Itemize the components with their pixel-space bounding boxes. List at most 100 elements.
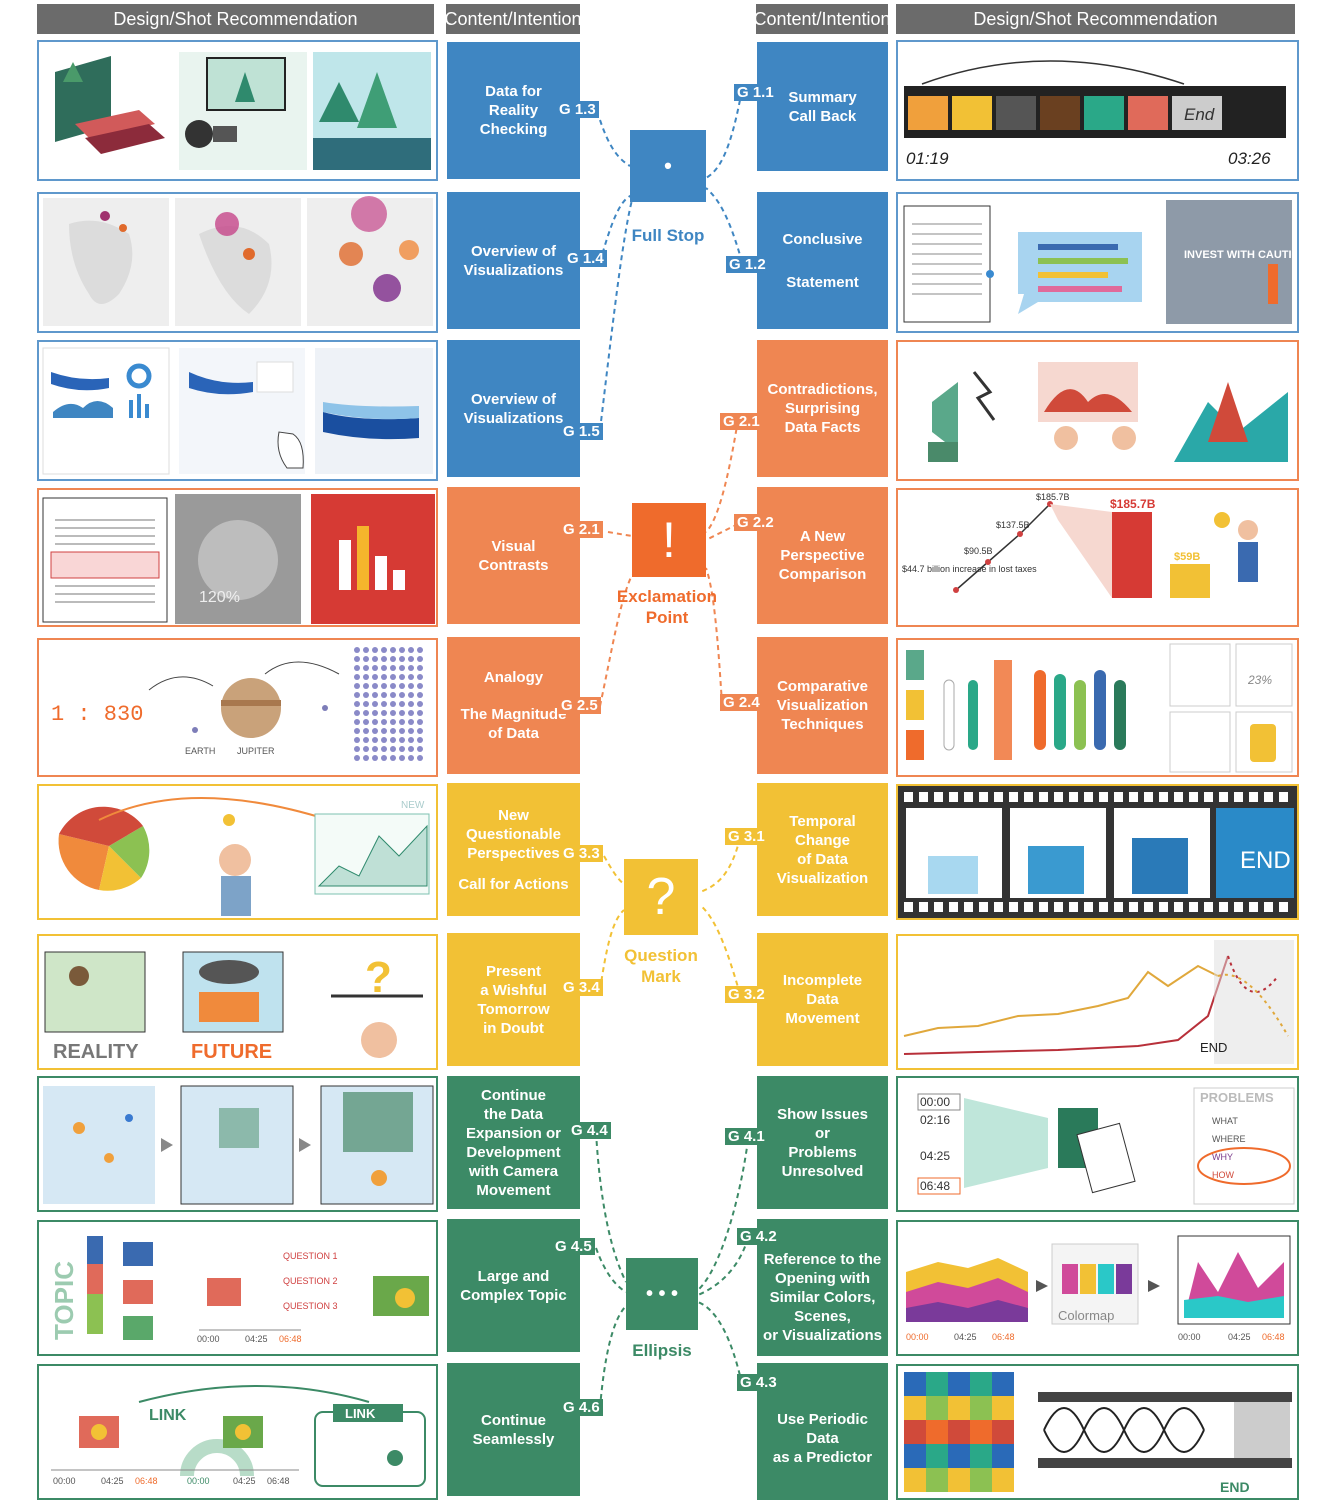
film-sprocket: [1234, 902, 1243, 912]
film-sprocket: [904, 792, 913, 802]
grid-dot: [408, 674, 414, 680]
grid-dot: [354, 737, 360, 743]
thumb-map-overview: [37, 192, 438, 333]
content-left-continue-expansion: Continue the Data Expansion or Developme…: [447, 1076, 580, 1209]
comparison-illustration: $44.7 billion increase in lost taxes $90…: [902, 492, 1258, 598]
text-line: Movement: [785, 1010, 860, 1027]
bar-value-2: $90.5B: [964, 546, 993, 556]
problems-illustration: 00:00 02:16 04:25 06:48 PROBLEMS WHAT WH…: [917, 1087, 1295, 1205]
problems-how: HOW: [1212, 1170, 1235, 1180]
thumb-new-perspective-comparison: $44.7 billion increase in lost taxes $90…: [896, 488, 1299, 627]
film-end-time: 03:26: [1228, 149, 1271, 168]
content-right-new-perspective: A New Perspective Comparison: [757, 487, 888, 624]
tag-g33: G 3.3: [560, 845, 603, 862]
grid-dot: [372, 728, 378, 734]
grid-dot: [381, 755, 387, 761]
film-sprocket: [1084, 902, 1093, 912]
thumb-topic-questions: TOPIC QUESTION 1 QUESTION 2 QUESTION 3 0…: [37, 1220, 438, 1356]
film-start-time: 01:19: [906, 149, 949, 168]
heatmap-cell: [992, 1444, 1014, 1468]
text-line: Data: [806, 1430, 839, 1447]
colormap-time-f: 06:48: [1262, 1332, 1285, 1342]
text-line: The Magnitude: [460, 706, 567, 723]
colormap-time-a: 00:00: [906, 1332, 929, 1342]
film-sprocket: [1114, 902, 1123, 912]
text-line: Call for Actions: [458, 875, 569, 893]
label-full-stop: Full Stop: [631, 226, 705, 245]
tag-g41: G 4.1: [725, 1128, 768, 1145]
grid-dot: [372, 755, 378, 761]
tag-g13: G 1.3: [556, 101, 599, 118]
grid-dot: [399, 683, 405, 689]
connector-g25: [599, 574, 633, 707]
link-time-e: 04:25: [233, 1476, 256, 1486]
incomplete-end-label: END: [1200, 1040, 1227, 1055]
heatmap-cell: [970, 1420, 992, 1444]
thumb-link-seamless: LINK LINK 00:00 04:25 06:48 00:00 04:25 …: [37, 1364, 438, 1500]
heatmap-cell: [948, 1444, 970, 1468]
heatmap-cell: [904, 1444, 926, 1468]
grid-dot: [399, 719, 405, 725]
film-sprocket: [1039, 792, 1048, 802]
tag-g44: G 4.4: [568, 1122, 611, 1139]
text-line: Continue: [481, 1411, 546, 1429]
landscape-illustration: [47, 52, 431, 170]
film-sprocket: [934, 902, 943, 912]
film-sprocket: [1144, 902, 1153, 912]
text-line: Seamlessly: [472, 1430, 555, 1448]
temporal-end-label: END: [1240, 847, 1291, 874]
tag-g21-left: G 2.1: [560, 521, 603, 538]
grid-dot: [390, 746, 396, 752]
colormap-time-c: 06:48: [992, 1332, 1015, 1342]
text-line: Perspectives: [467, 844, 560, 862]
text-line: Complex Topic: [460, 1286, 567, 1304]
film-sprocket: [1024, 792, 1033, 802]
text-line: Large and: [477, 1267, 550, 1285]
hub-exclamation: !: [632, 503, 706, 577]
bar-value-3: $137.5B: [996, 520, 1030, 530]
filmstrip-illustration: End 01:19 03:26: [904, 60, 1286, 168]
question-label-text: Question Mark: [624, 946, 698, 986]
connector-g41: [697, 1139, 749, 1291]
tag-g42: G 4.2: [737, 1228, 780, 1245]
grid-dot: [354, 719, 360, 725]
colormap-label: Colormap: [1058, 1308, 1114, 1323]
film-sprocket: [1279, 792, 1288, 802]
grid-dot: [399, 665, 405, 671]
film-sprocket: [1069, 792, 1078, 802]
grid-dot: [372, 656, 378, 662]
text-line: the Data: [483, 1105, 544, 1123]
text-line: Comparison: [778, 566, 867, 583]
text-line: Change: [794, 831, 850, 849]
grid-dot: [417, 755, 423, 761]
text-line: Data: [806, 991, 839, 1008]
content-right-temporal: Temporal Change of Data Visualization: [757, 783, 888, 916]
film-end-label: End: [1184, 105, 1215, 124]
text-line: Contradictions,: [767, 381, 878, 398]
tag-g34: G 3.4: [560, 979, 603, 996]
grid-dot: [363, 710, 369, 716]
grid-dot: [390, 737, 396, 743]
conclusive-illustration: INVEST WITH CAUTION: [903, 200, 1297, 324]
grid-dot: [363, 674, 369, 680]
grid-dot: [381, 719, 387, 725]
grid-dot: [399, 647, 405, 653]
grid-dot: [363, 737, 369, 743]
connector-g15: [599, 199, 633, 431]
invest-caution-text: INVEST WITH CAUTION: [1184, 249, 1297, 261]
thumb-comparative-techniques: 23%: [896, 638, 1299, 777]
text-line: Expansion or: [465, 1124, 562, 1142]
text-line: Present: [485, 962, 542, 980]
text-line: New: [498, 806, 529, 824]
grid-dot: [372, 665, 378, 671]
grid-dot: [354, 755, 360, 761]
jupiter-label: JUPITER: [237, 746, 275, 756]
heatmap-cell: [948, 1420, 970, 1444]
link-time-a: 00:00: [53, 1476, 76, 1486]
bar-value-1: $44.7 billion increase in lost taxes: [902, 564, 1037, 574]
connector-g34: [599, 909, 625, 991]
film-sprocket: [1219, 792, 1228, 802]
problems-what: WHAT: [1212, 1116, 1238, 1126]
film-sprocket: [964, 902, 973, 912]
text-line: Development: [466, 1143, 561, 1161]
